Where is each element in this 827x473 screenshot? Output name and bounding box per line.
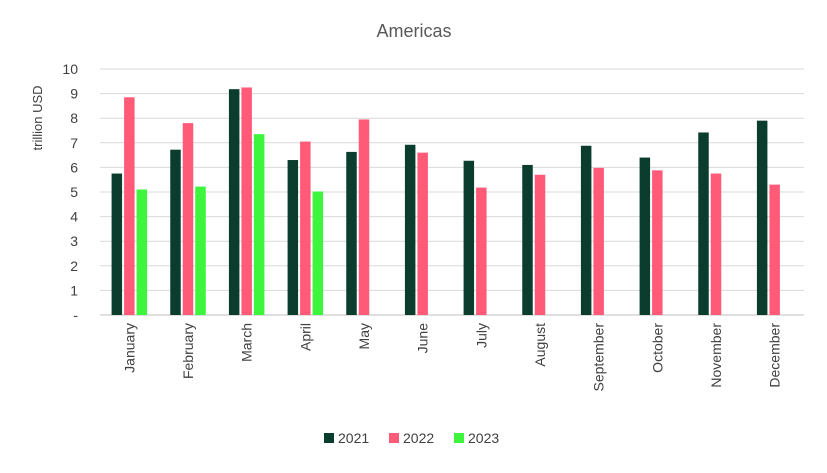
- x-tick-label: September: [591, 323, 607, 392]
- bar-2022-march: [241, 87, 252, 315]
- x-tick-label: January: [121, 323, 137, 373]
- bar-2021-october: [639, 157, 651, 315]
- bar-2021-april: [287, 160, 299, 315]
- x-tick-label: April: [297, 323, 313, 351]
- legend-label-2021: 2021: [338, 430, 369, 446]
- x-tick-label: May: [356, 323, 372, 349]
- x-tick-label: July: [473, 323, 489, 348]
- bar-2022-july: [476, 187, 487, 315]
- bar-2022-june: [417, 152, 428, 315]
- bar-2023-february: [195, 186, 206, 315]
- bar-2022-august: [534, 174, 546, 315]
- y-tick-label: 1: [70, 282, 78, 298]
- y-tick-label: 9: [70, 86, 78, 102]
- x-tick-label: November: [708, 323, 724, 388]
- bars: [111, 87, 780, 316]
- x-tick-label: June: [415, 323, 431, 354]
- y-tick-label: 5: [70, 184, 78, 200]
- bar-2021-december: [756, 120, 768, 315]
- y-tick-label: 4: [70, 209, 78, 225]
- legend-swatch-2021: [324, 433, 334, 443]
- bar-2021-may: [346, 151, 357, 315]
- legend-swatch-2022: [389, 433, 399, 443]
- bar-2023-april: [312, 191, 324, 315]
- y-tick-labels: - 1 2 3 4 5 6 7 8 9 10: [62, 61, 78, 323]
- bar-2022-may: [358, 119, 370, 316]
- bar-2022-january: [124, 97, 135, 315]
- legend-label-2023: 2023: [468, 430, 499, 446]
- y-tick-label: 8: [70, 110, 78, 126]
- bar-2022-february: [182, 123, 194, 316]
- bar-2023-january: [136, 189, 148, 315]
- bar-2021-august: [522, 164, 533, 315]
- y-tick-label: 10: [62, 61, 78, 77]
- bar-2023-march: [253, 134, 265, 315]
- bar-2022-april: [300, 141, 311, 315]
- gridlines: [100, 68, 804, 316]
- x-tick-label: February: [180, 323, 196, 379]
- chart-title: Americas: [376, 21, 451, 41]
- bar-2021-november: [698, 132, 709, 315]
- bar-2021-june: [404, 144, 416, 315]
- legend-label-2022: 2022: [403, 430, 434, 446]
- y-tick-label: 7: [70, 135, 78, 151]
- y-tick-label: 6: [70, 159, 78, 175]
- y-tick-label: 2: [70, 258, 78, 274]
- bar-2022-november: [710, 173, 722, 315]
- x-tick-label: March: [239, 323, 255, 362]
- bar-2022-october: [652, 170, 663, 315]
- y-axis-label: trillion USD: [30, 85, 45, 150]
- bar-2021-september: [580, 145, 592, 315]
- y-tick-label: -: [73, 307, 78, 323]
- y-tick-label: 3: [70, 233, 78, 249]
- legend: 2021 2022 2023: [324, 430, 499, 446]
- x-tick-label: October: [649, 323, 665, 373]
- x-tick-labels: January February March April May June July Augu…: [121, 323, 782, 392]
- bar-2021-february: [170, 149, 181, 315]
- bar-2021-march: [228, 89, 240, 315]
- x-tick-label: August: [532, 323, 548, 367]
- bar-2022-september: [593, 167, 604, 315]
- x-tick-label: December: [767, 323, 783, 388]
- bar-2021-july: [463, 160, 475, 315]
- bar-2022-december: [769, 184, 780, 315]
- bar-2021-january: [111, 173, 123, 315]
- legend-swatch-2023: [454, 433, 464, 443]
